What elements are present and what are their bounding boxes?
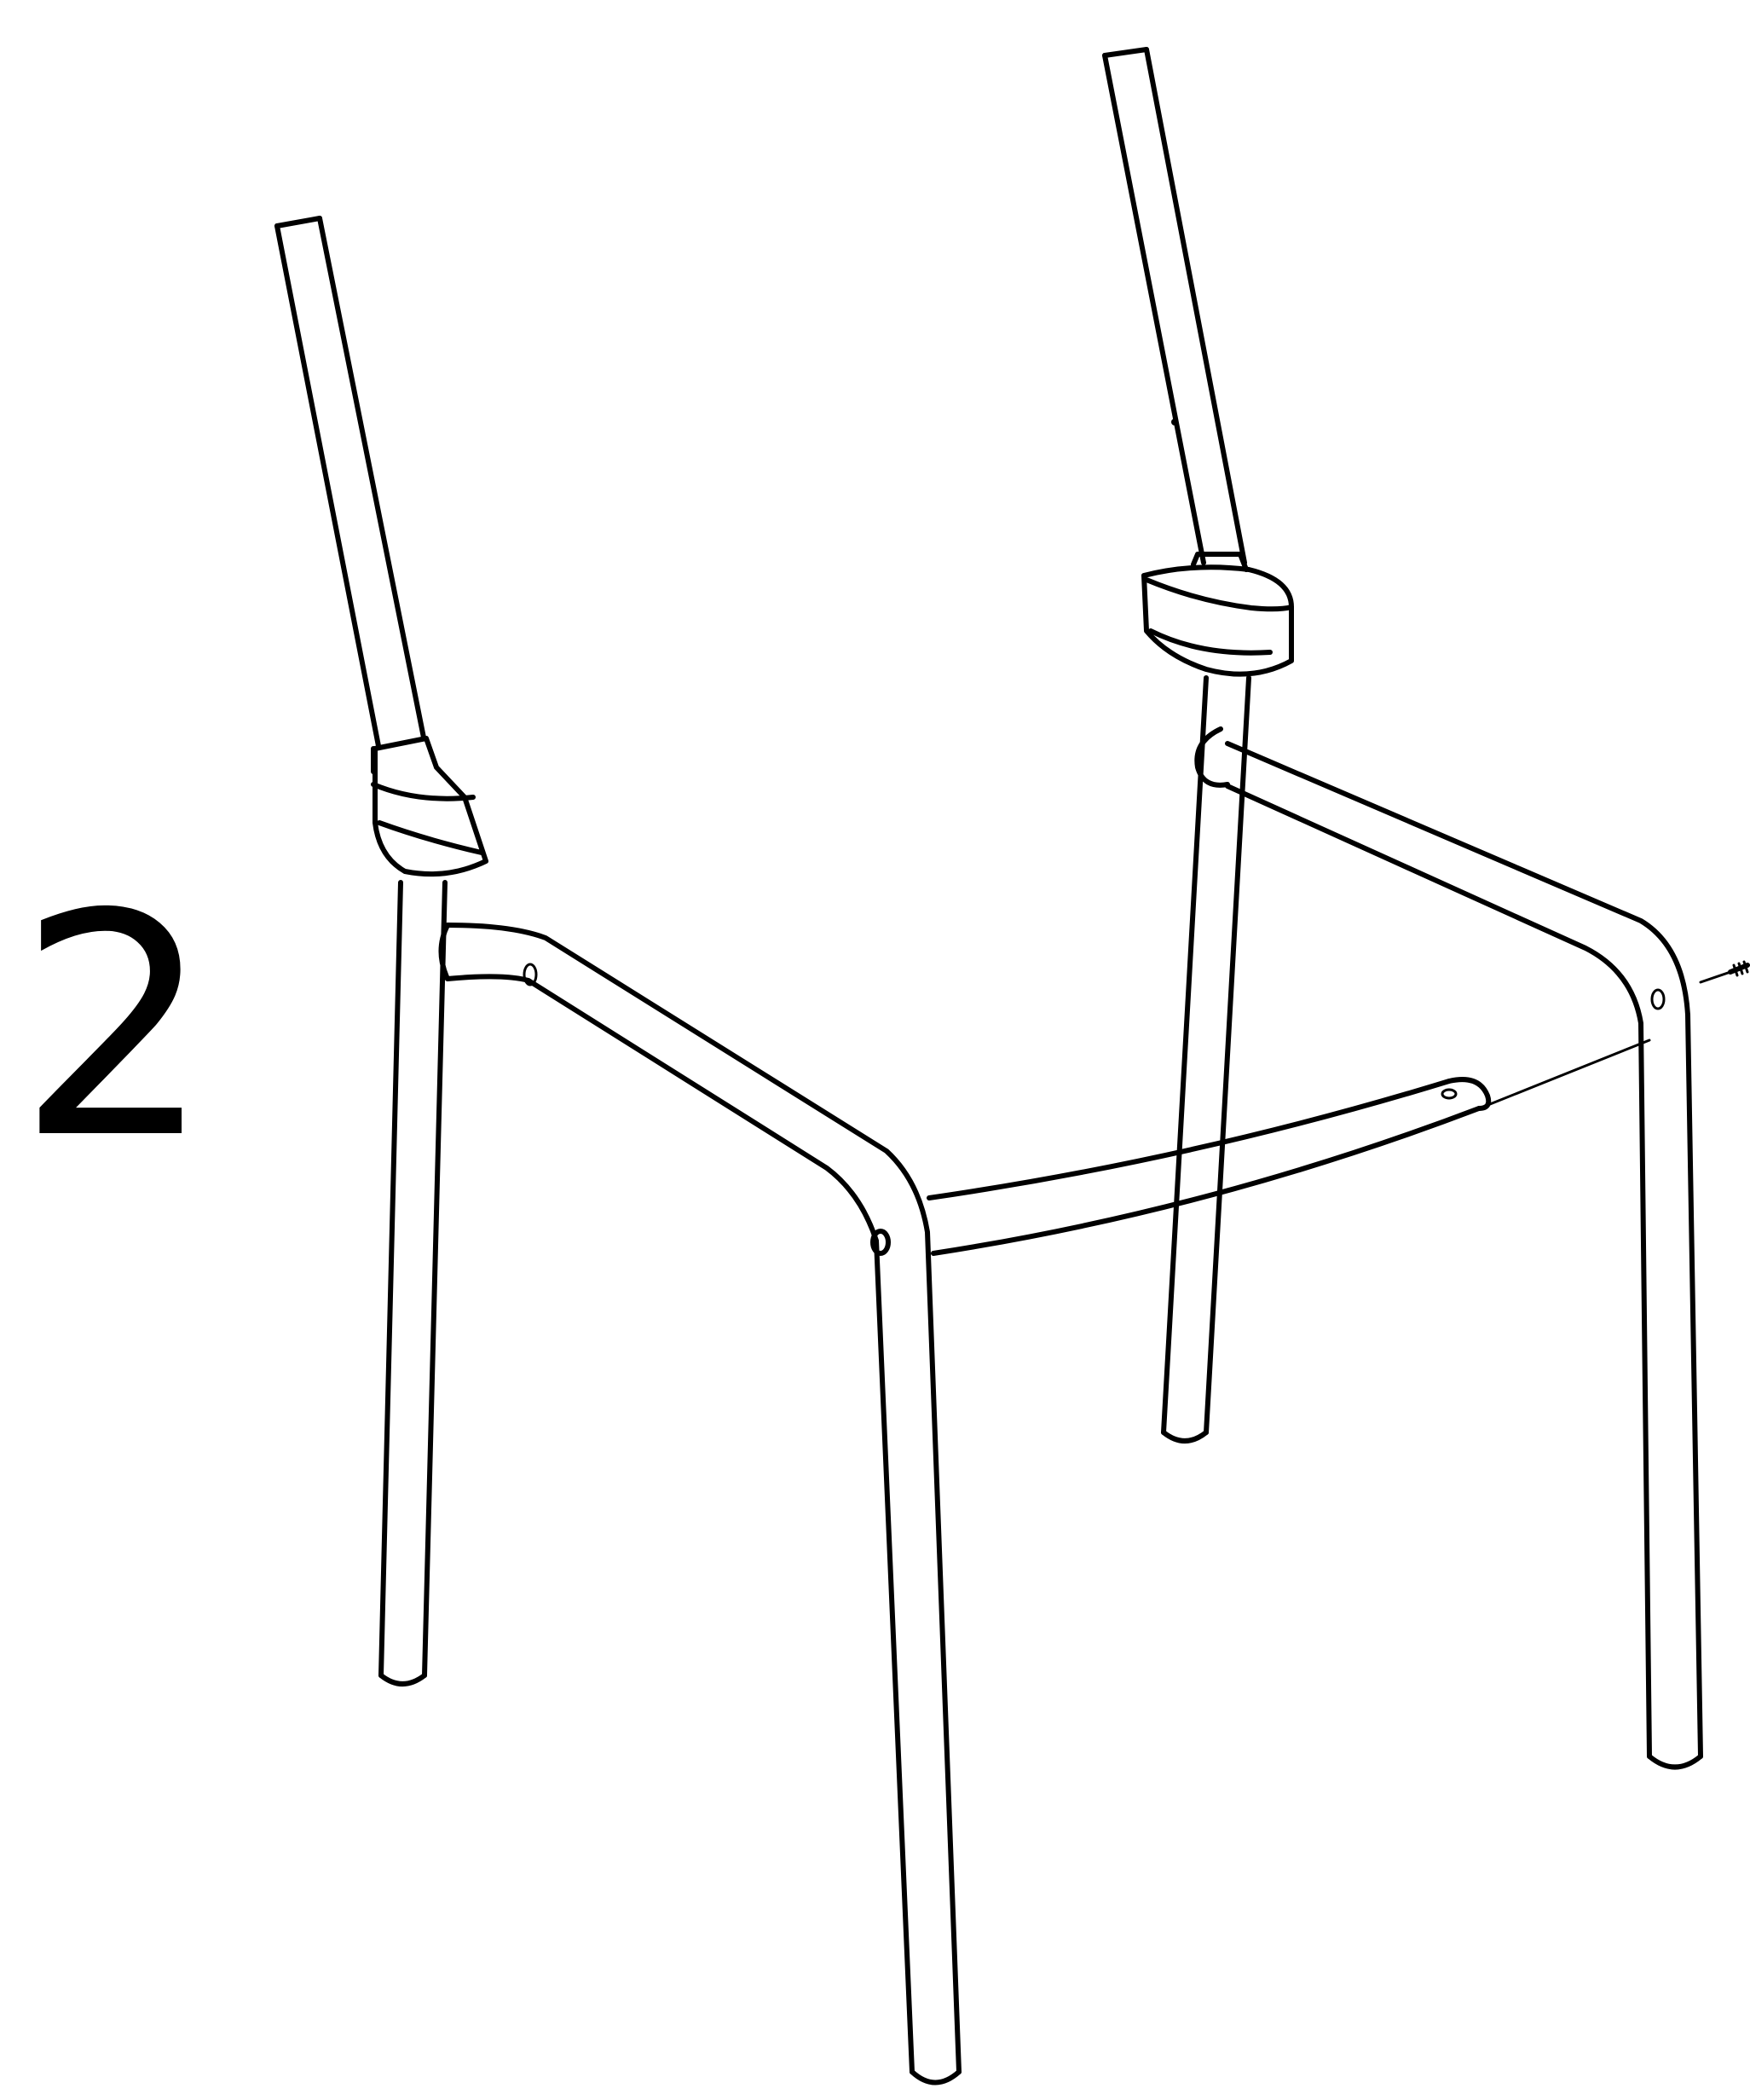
back-left-post [274,216,427,753]
back-left-bracket [371,736,488,877]
step-number: 2 [17,848,213,1206]
back-right-leg [1161,675,1251,1443]
back-right-arm [1194,726,1703,1770]
back-left-leg [378,880,448,1686]
front-crossbar [927,1077,1492,1256]
back-right-bracket [1141,552,1294,677]
back-right-post [1102,47,1247,565]
front-left-arm [438,923,962,2086]
screw-icon [1488,960,1750,1106]
